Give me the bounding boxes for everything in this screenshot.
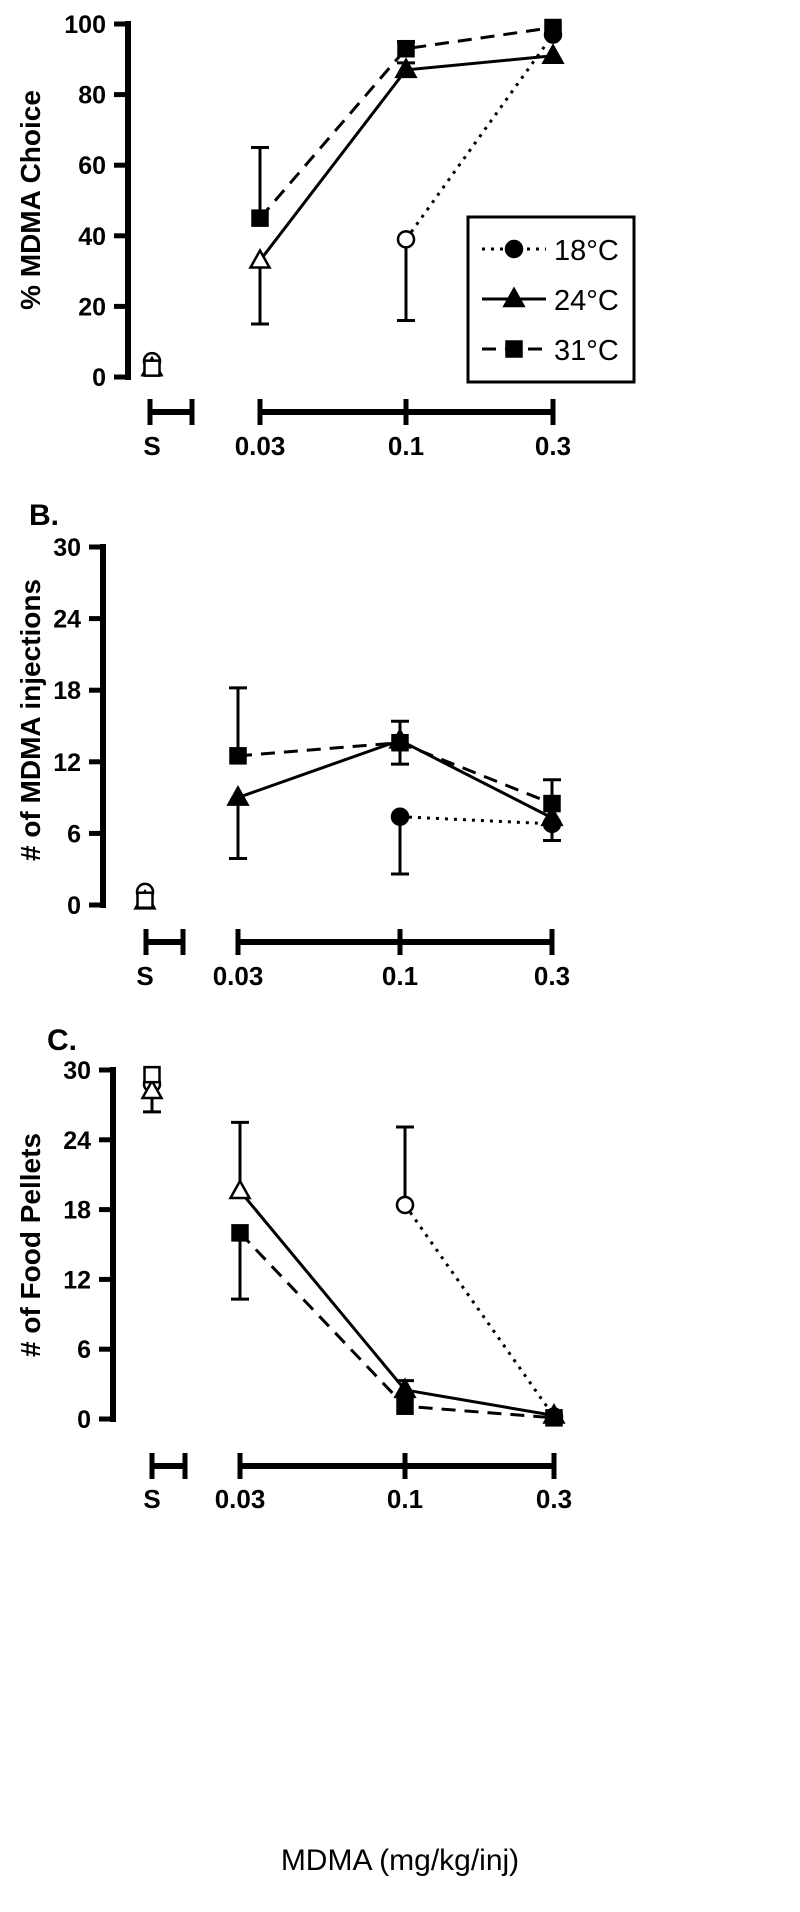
saline-point-square bbox=[136, 891, 154, 909]
y-tick-label: 30 bbox=[53, 534, 81, 562]
data-point-circle bbox=[390, 807, 410, 826]
x-tick-label: S bbox=[136, 961, 153, 991]
legend-label: 18°C bbox=[554, 235, 619, 267]
legend-marker-square bbox=[505, 340, 523, 358]
y-axis-label: # of Food Pellets bbox=[15, 1133, 46, 1357]
y-tick-label: 0 bbox=[92, 364, 106, 392]
legend-label: 24°C bbox=[554, 285, 619, 317]
data-point-square bbox=[251, 209, 269, 227]
y-tick-label: 24 bbox=[63, 1127, 91, 1155]
legend-marker-triangle bbox=[502, 286, 526, 308]
y-tick-label: 12 bbox=[63, 1266, 91, 1294]
y-tick-label: 6 bbox=[77, 1336, 91, 1364]
data-point-square bbox=[229, 747, 247, 765]
y-tick-label: 40 bbox=[78, 223, 106, 251]
data-point-triangle bbox=[540, 805, 564, 827]
series-line bbox=[399, 815, 553, 826]
y-tick-label: 6 bbox=[67, 820, 81, 848]
data-point-square bbox=[396, 1397, 414, 1415]
data-point-triangle bbox=[393, 1377, 417, 1399]
panel-label: C. bbox=[47, 1024, 77, 1057]
y-tick-label: 24 bbox=[53, 606, 81, 634]
y-tick-label: 20 bbox=[78, 293, 106, 321]
legend-label: 31°C bbox=[554, 335, 619, 367]
x-tick-label: S bbox=[143, 1484, 160, 1514]
data-point-triangle bbox=[226, 785, 250, 806]
y-axis-label: # of MDMA injections bbox=[15, 579, 46, 861]
data-point-triangle bbox=[394, 57, 418, 79]
y-axis-label: % MDMA Choice bbox=[15, 90, 46, 310]
x-tick-label: 0.3 bbox=[534, 961, 570, 991]
data-point-triangle bbox=[248, 247, 272, 269]
panel-label: B. bbox=[29, 499, 59, 532]
legend-marker-circle bbox=[504, 239, 524, 259]
data-point-triangle bbox=[228, 1178, 252, 1200]
x-tick-label: 0.03 bbox=[235, 431, 286, 461]
data-point-square bbox=[397, 39, 415, 58]
y-tick-label: 30 bbox=[63, 1057, 91, 1085]
y-tick-label: 100 bbox=[64, 11, 106, 39]
saline-point-triangle bbox=[140, 1078, 164, 1100]
series-line bbox=[404, 33, 555, 241]
x-tick-label: 0.3 bbox=[535, 431, 571, 461]
y-tick-label: 18 bbox=[53, 677, 81, 705]
data-point-square bbox=[545, 1409, 563, 1427]
data-point-square bbox=[391, 733, 409, 752]
x-tick-label: S bbox=[143, 431, 160, 461]
data-point-triangle bbox=[541, 43, 565, 65]
y-tick-label: 18 bbox=[63, 1197, 91, 1225]
data-point-square bbox=[543, 794, 561, 813]
series-line bbox=[258, 26, 554, 220]
data-point-square bbox=[544, 18, 562, 37]
x-tick-label: 0.1 bbox=[388, 431, 424, 461]
y-tick-label: 12 bbox=[53, 749, 81, 777]
y-tick-label: 60 bbox=[78, 152, 106, 180]
y-tick-label: 0 bbox=[67, 892, 81, 920]
data-point-circle bbox=[395, 1195, 415, 1215]
y-tick-label: 80 bbox=[78, 82, 106, 110]
saline-point-square bbox=[143, 359, 161, 377]
x-tick-label: 0.1 bbox=[382, 961, 418, 991]
series-line bbox=[238, 1231, 555, 1420]
x-tick-label: 0.1 bbox=[387, 1484, 423, 1514]
series-line bbox=[403, 1204, 556, 1418]
data-point-square bbox=[231, 1224, 249, 1242]
x-tick-label: 0.03 bbox=[213, 961, 264, 991]
data-point-circle bbox=[396, 230, 416, 249]
x-tick-label: 0.3 bbox=[536, 1484, 572, 1514]
saline-point-square bbox=[143, 1065, 161, 1084]
x-tick-label: 0.03 bbox=[215, 1484, 266, 1514]
y-tick-label: 0 bbox=[77, 1406, 91, 1434]
x-axis-title: MDMA (mg/kg/inj) bbox=[281, 1844, 519, 1877]
